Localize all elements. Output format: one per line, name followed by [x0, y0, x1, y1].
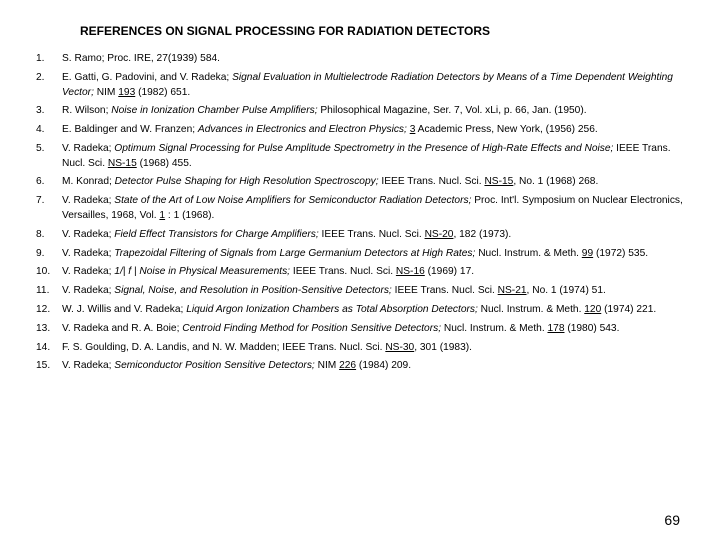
reference-number: 15. — [36, 359, 62, 374]
reference-number: 7. — [36, 194, 62, 224]
page-number: 69 — [664, 512, 680, 528]
document-page: REFERENCES ON SIGNAL PROCESSING FOR RADI… — [0, 0, 720, 540]
reference-number: 12. — [36, 303, 62, 318]
reference-number: 6. — [36, 175, 62, 190]
reference-number: 3. — [36, 104, 62, 119]
reference-text: V. Radeka; Signal, Noise, and Resolution… — [62, 284, 684, 299]
reference-text: E. Baldinger and W. Franzen; Advances in… — [62, 123, 684, 138]
reference-number: 11. — [36, 284, 62, 299]
reference-number: 10. — [36, 265, 62, 280]
reference-item: 5.V. Radeka; Optimum Signal Processing f… — [36, 142, 684, 172]
reference-item: 3.R. Wilson; Noise in Ionization Chamber… — [36, 104, 684, 119]
reference-text: V. Radeka; State of the Art of Low Noise… — [62, 194, 684, 224]
reference-number: 8. — [36, 228, 62, 243]
reference-number: 14. — [36, 341, 62, 356]
reference-text: R. Wilson; Noise in Ionization Chamber P… — [62, 104, 684, 119]
reference-number: 5. — [36, 142, 62, 172]
reference-item: 7.V. Radeka; State of the Art of Low Noi… — [36, 194, 684, 224]
reference-text: W. J. Willis and V. Radeka; Liquid Argon… — [62, 303, 684, 318]
reference-text: M. Konrad; Detector Pulse Shaping for Hi… — [62, 175, 684, 190]
reference-item: 10.V. Radeka; 1/| f | Noise in Physical … — [36, 265, 684, 280]
references-list: 1.S. Ramo; Proc. IRE, 27(1939) 584.2.E. … — [36, 52, 684, 374]
reference-item: 12.W. J. Willis and V. Radeka; Liquid Ar… — [36, 303, 684, 318]
reference-item: 8.V. Radeka; Field Effect Transistors fo… — [36, 228, 684, 243]
reference-item: 14.F. S. Goulding, D. A. Landis, and N. … — [36, 341, 684, 356]
reference-number: 13. — [36, 322, 62, 337]
reference-item: 4.E. Baldinger and W. Franzen; Advances … — [36, 123, 684, 138]
reference-item: 9.V. Radeka; Trapezoidal Filtering of Si… — [36, 247, 684, 262]
reference-number: 2. — [36, 71, 62, 101]
reference-number: 9. — [36, 247, 62, 262]
reference-text: V. Radeka; Field Effect Transistors for … — [62, 228, 684, 243]
reference-text: F. S. Goulding, D. A. Landis, and N. W. … — [62, 341, 684, 356]
reference-item: 15.V. Radeka; Semiconductor Position Sen… — [36, 359, 684, 374]
reference-item: 6.M. Konrad; Detector Pulse Shaping for … — [36, 175, 684, 190]
reference-item: 1.S. Ramo; Proc. IRE, 27(1939) 584. — [36, 52, 684, 67]
reference-number: 1. — [36, 52, 62, 67]
page-title: REFERENCES ON SIGNAL PROCESSING FOR RADI… — [80, 24, 684, 38]
reference-item: 2.E. Gatti, G. Padovini, and V. Radeka; … — [36, 71, 684, 101]
reference-number: 4. — [36, 123, 62, 138]
reference-text: V. Radeka; Optimum Signal Processing for… — [62, 142, 684, 172]
reference-text: V. Radeka; Trapezoidal Filtering of Sign… — [62, 247, 684, 262]
reference-text: V. Radeka; 1/| f | Noise in Physical Mea… — [62, 265, 684, 280]
reference-text: V. Radeka; Semiconductor Position Sensit… — [62, 359, 684, 374]
reference-text: E. Gatti, G. Padovini, and V. Radeka; Si… — [62, 71, 684, 101]
reference-item: 13.V. Radeka and R. A. Boie; Centroid Fi… — [36, 322, 684, 337]
reference-item: 11.V. Radeka; Signal, Noise, and Resolut… — [36, 284, 684, 299]
reference-text: V. Radeka and R. A. Boie; Centroid Findi… — [62, 322, 684, 337]
reference-text: S. Ramo; Proc. IRE, 27(1939) 584. — [62, 52, 684, 67]
